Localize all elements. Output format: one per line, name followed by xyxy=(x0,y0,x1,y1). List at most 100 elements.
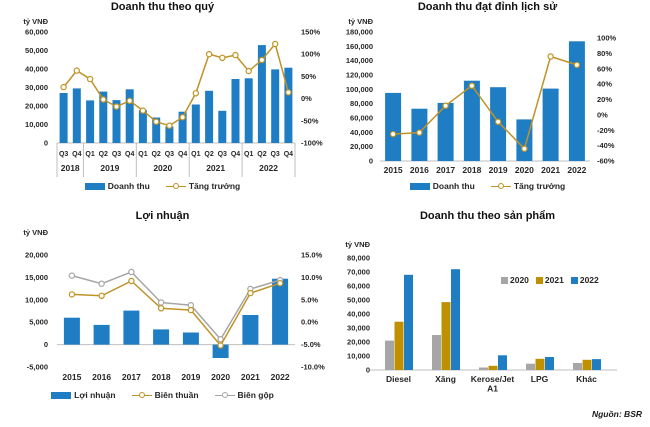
growth-line-marker xyxy=(272,40,279,48)
bar-swatch-icon xyxy=(84,182,105,190)
axis-tick-label: -5.0% xyxy=(301,340,321,349)
net-margin-line-marker xyxy=(157,305,165,312)
year-label: 2020 xyxy=(153,163,172,173)
gross-margin-line-marker xyxy=(157,299,165,306)
year-label: 2019 xyxy=(181,372,200,382)
quarterly-revenue-plot: tỷ VNĐ 60,000 50,000 40,000 30,000 20,000 10,0… xyxy=(23,17,323,177)
annual-revenue-plot: tỷ VNĐ 180,000 160,000 140,000 120,000 100,00… xyxy=(346,17,617,175)
net-margin-line xyxy=(71,280,281,347)
square-swatch-icon xyxy=(570,276,578,284)
revenue-bar xyxy=(385,92,402,161)
net-margin-line-marker xyxy=(128,277,135,285)
axis-tick-label: 140,000 xyxy=(346,56,373,65)
growth-line-marker xyxy=(139,107,147,114)
quarter-label: Q1 xyxy=(191,151,200,158)
product-bar-2021 xyxy=(488,365,498,370)
chart-title-profit: Lợi nhuận xyxy=(135,210,190,222)
gross-margin-line-marker xyxy=(98,280,105,287)
legend-label: Tăng trưởng xyxy=(513,181,566,191)
bar-swatch-icon xyxy=(409,182,430,190)
axis-tick-label: 40,000 xyxy=(347,310,370,319)
revenue-bar xyxy=(271,69,280,143)
profit-plot: tỷ VNĐ 20,000 15,000 10,000 5,000 0 -5,000 15.0… xyxy=(23,228,325,382)
quarter-label: Q3 xyxy=(165,151,174,158)
axis-tick-label: 15,000 xyxy=(25,273,48,282)
profit-bar xyxy=(93,324,110,345)
axis-tick-label: 40,000 xyxy=(25,65,48,74)
axis-tick-label: 160,000 xyxy=(346,42,373,51)
year-label: 2022 xyxy=(567,165,586,175)
legend-item-bien-thuan: Biên thuần xyxy=(131,390,199,400)
chart-title-annual-revenue: Doanh thu đạt đỉnh lịch sử xyxy=(417,1,558,13)
axis-tick-label: 60% xyxy=(597,64,612,73)
line-marker-swatch-icon xyxy=(490,183,511,190)
revenue-bar xyxy=(59,93,68,143)
legend-item-tang-truong: Tăng trưởng xyxy=(490,181,566,191)
product-category-label: A1 xyxy=(487,384,498,394)
axis-tick-label: 10,000 xyxy=(347,352,370,361)
profit-bar xyxy=(212,344,229,358)
product-bar-2021 xyxy=(441,302,451,370)
net-margin-line-marker xyxy=(187,306,195,314)
axis-tick-label: 0.0% xyxy=(301,318,318,327)
profit-bar xyxy=(63,317,80,345)
growth-line-marker xyxy=(73,67,81,74)
quarter-label: Q2 xyxy=(204,151,213,158)
legend-item-doanh-thu: Doanh thu xyxy=(84,181,150,191)
legend-revenue-by-product: 2020 2021 2022 xyxy=(501,275,599,285)
growth-line-marker xyxy=(219,54,226,62)
product-category-label: Xăng xyxy=(435,374,456,384)
legend-quarterly-revenue: Doanh thu Tăng trưởng xyxy=(0,181,325,191)
line-marker-swatch-icon xyxy=(131,392,152,399)
revenue-bar xyxy=(244,78,253,144)
legend-label: 2020 xyxy=(510,275,529,285)
axis-tick-label: 20,000 xyxy=(350,142,373,151)
panel-profit: Lợi nhuận tỷ VNĐ 20,000 15,000 10,000 5,000 0… xyxy=(0,209,325,419)
axis-tick-label: 5.0% xyxy=(301,295,318,304)
revenue-bar xyxy=(72,88,81,143)
quarter-label: Q2 xyxy=(151,151,160,158)
growth-line-marker xyxy=(521,145,528,152)
growth-line-marker xyxy=(113,103,120,110)
axis-tick-label: 5,000 xyxy=(29,318,48,327)
growth-line-marker xyxy=(416,129,423,136)
quarter-label: Q3 xyxy=(59,151,68,158)
panel-annual-revenue: Doanh thu đạt đỉnh lịch sử tỷ VNĐ 180,000… xyxy=(325,0,650,205)
legend-label: Tăng trưởng xyxy=(188,181,241,191)
year-label: 2019 xyxy=(489,165,508,175)
axis-tick-label: 50% xyxy=(301,72,316,81)
legend-item-2020: 2020 xyxy=(501,275,529,285)
quarter-label: Q1 xyxy=(244,151,253,158)
revenue-bar xyxy=(138,110,147,143)
quarter-label: Q4 xyxy=(72,151,81,158)
chart-title-revenue-by-product: Doanh thu theo sản phẩm xyxy=(419,210,556,222)
legend-item-bien-gop: Biên gộp xyxy=(214,390,274,400)
legend-item-2021: 2021 xyxy=(535,275,564,285)
profit-bar xyxy=(242,315,259,345)
axis-tick-label: -50% xyxy=(301,116,319,125)
growth-line-marker xyxy=(494,118,502,126)
profit-bar xyxy=(153,329,170,345)
profit-bar xyxy=(272,278,289,345)
y-axis-unit: tỷ VNĐ xyxy=(345,240,370,249)
product-bar-2022 xyxy=(404,274,413,370)
growth-line xyxy=(63,42,290,127)
axis-tick-label: 60,000 xyxy=(347,282,370,291)
legend-profit: Lợi nhuận Biên thuần Biên gộp xyxy=(0,390,325,400)
axis-tick-label: 100% xyxy=(301,50,321,59)
axis-tick-label: -5,000 xyxy=(27,363,48,372)
axis-tick-label: 40,000 xyxy=(350,128,373,137)
axis-tick-label: 70,000 xyxy=(347,268,370,277)
revenue-bar xyxy=(178,111,187,143)
year-label: 2015 xyxy=(384,165,403,175)
legend-label: Lợi nhuận xyxy=(74,390,116,400)
axis-tick-label: 30,000 xyxy=(347,324,370,333)
axis-tick-label: 120,000 xyxy=(346,71,373,80)
product-bar-2021 xyxy=(535,358,545,370)
year-label: 2022 xyxy=(259,163,278,173)
revenue-by-product-plot: tỷ VNĐ 80,000 70,000 60,000 50,000 40,000 30,0… xyxy=(345,240,617,394)
growth-line-marker xyxy=(100,96,107,103)
product-category-label: Khác xyxy=(576,374,597,384)
product-bar-2020 xyxy=(385,340,394,370)
axis-tick-label: 10.0% xyxy=(301,273,323,282)
